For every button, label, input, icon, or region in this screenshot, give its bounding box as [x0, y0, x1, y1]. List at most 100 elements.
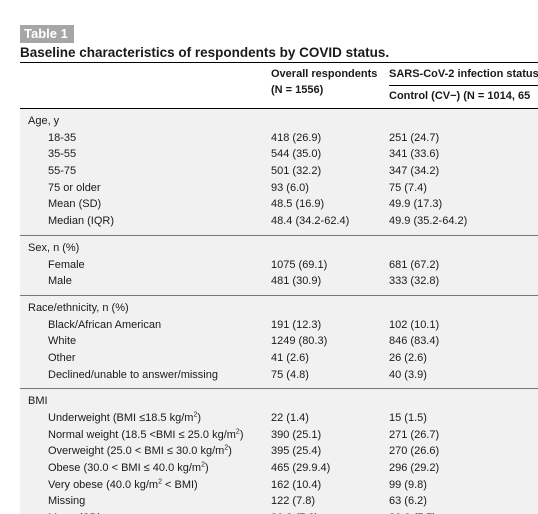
cell-control: 99 (9.8)	[389, 478, 427, 491]
cell-overall: 122 (7.8)	[271, 495, 316, 508]
row-label: 18-35	[48, 130, 76, 147]
row-label: Other	[48, 350, 76, 367]
row-label: Overweight (25.0 < BMI ≤ 30.0 kg/m2)	[48, 443, 232, 460]
table-caption: Baseline characteristics of respondents …	[20, 45, 538, 63]
cell-overall: 390 (25.1)	[271, 428, 322, 441]
section-title-row: Age, y	[20, 113, 538, 130]
table-row: Very obese (40.0 kg/m2 < BMI) 162 (10.4) 9…	[20, 477, 538, 494]
row-label-text: Other	[48, 351, 76, 364]
cell-control: 681 (67.2)	[389, 258, 440, 271]
cell-overall: 418 (26.9)	[271, 131, 322, 144]
cell-control: 30.0 (7.7)	[389, 510, 436, 514]
cell-control: 341 (33.6)	[389, 148, 440, 161]
cell-overall: 48.4 (34.2-62.4)	[271, 215, 350, 228]
table-row: Male 481 (30.9) 333 (32.8)	[20, 273, 538, 290]
section-title-row: Sex, n (%)	[20, 240, 538, 257]
cell-overall: 30.3 (7.8)	[271, 510, 318, 514]
row-label-text: 18-35	[48, 131, 77, 144]
header-infection-status: SARS-CoV-2 infection status	[389, 68, 538, 80]
row-label: Missing	[48, 493, 85, 510]
header-overall-line1: Overall respondents	[271, 68, 378, 80]
table-row: Normal weight (18.5 <BMI ≤ 25.0 kg/m2) 39…	[20, 427, 538, 444]
row-label-text: Mean (SD)	[48, 198, 102, 211]
table-row: Missing 122 (7.8) 63 (6.2)	[20, 493, 538, 510]
table-section: Sex, n (%) Female 1075 (69.1) 681 (67.2) Mal…	[20, 235, 538, 296]
table-row: Overweight (25.0 < BMI ≤ 30.0 kg/m2) 395 …	[20, 443, 538, 460]
table-row: Black/African American 191 (12.3) 102 (10.…	[20, 317, 538, 334]
section-title: Sex, n (%)	[28, 241, 80, 254]
table-header: Overall respondents (N = 1556) SARS-CoV-…	[20, 63, 538, 109]
section-title-row: BMI	[20, 393, 538, 410]
table-section: Age, y 18-35 418 (26.9) 251 (24.7) 35-55 544 …	[20, 109, 538, 236]
table-row: Female 1075 (69.1) 681 (67.2)	[20, 257, 538, 274]
row-label: Female	[48, 257, 85, 274]
table-row: Mean (SD) 48.5 (16.9) 49.9 (17.3)	[20, 196, 538, 213]
row-label: 55-75	[48, 163, 76, 180]
row-label-superscript: 2	[224, 444, 229, 452]
table-section: BMI Underweight (BMI ≤18.5 kg/m2) 22 (1.4)…	[20, 389, 538, 514]
cell-control: 102 (10.1)	[389, 318, 440, 331]
cell-control: 270 (26.6)	[389, 445, 440, 458]
cell-overall: 1075 (69.1)	[271, 258, 328, 271]
cell-control: 846 (83.4)	[389, 335, 440, 348]
cell-control: 271 (26.7)	[389, 428, 440, 441]
row-label-text: 55-75	[48, 165, 77, 178]
cell-control: 49.9 (17.3)	[389, 198, 443, 211]
row-label-text: Underweight (BMI ≤18.5 kg/m	[48, 412, 194, 424]
table-row: 35-55 544 (35.0) 341 (33.6)	[20, 146, 538, 163]
table-row: Other 41 (2.6) 26 (2.6)	[20, 350, 538, 367]
row-label-text: Median (IQR)	[48, 215, 115, 228]
table-body: Age, y 18-35 418 (26.9) 251 (24.7) 35-55 544 …	[20, 109, 538, 514]
cell-overall: 544 (35.0)	[271, 148, 322, 161]
row-label-text: Obese (30.0 < BMI ≤ 40.0 kg/m	[48, 462, 202, 475]
cell-overall: 93 (6.0)	[271, 181, 309, 194]
cell-control: 251 (24.7)	[389, 131, 440, 144]
row-label-suffix: < BMI)	[161, 478, 198, 491]
row-label: Male	[48, 273, 72, 290]
header-control: Control (CV−) (N = 1014, 65	[389, 85, 538, 104]
section-title-row: Race/ethnicity, n (%)	[20, 300, 538, 317]
row-label: Obese (30.0 < BMI ≤ 40.0 kg/m2)	[48, 460, 209, 477]
row-label: Normal weight (18.5 <BMI ≤ 25.0 kg/m2)	[48, 427, 244, 444]
row-label-suffix: )	[205, 462, 209, 475]
row-label-text: Mean (SD)	[48, 512, 101, 514]
cell-control: 49.9 (35.2-64.2)	[389, 215, 468, 228]
cell-overall: 162 (10.4)	[271, 478, 322, 491]
cell-overall: 501 (32.2)	[271, 165, 322, 178]
row-label-text: 35-55	[48, 148, 77, 161]
table-row: Declined/unable to answer/missing 75 (4.8…	[20, 367, 538, 384]
cell-control: 26 (2.6)	[389, 351, 427, 364]
table-row: 75 or older 93 (6.0) 75 (7.4)	[20, 180, 538, 197]
row-label: Black/African American	[48, 317, 161, 334]
cell-overall: 191 (12.3)	[271, 318, 322, 331]
row-label: White	[48, 333, 76, 350]
row-label: Very obese (40.0 kg/m2 < BMI)	[48, 477, 198, 494]
cell-overall: 41 (2.6)	[271, 351, 309, 364]
section-title: Race/ethnicity, n (%)	[28, 301, 129, 314]
table-row: 55-75 501 (32.2) 347 (34.2)	[20, 163, 538, 180]
row-label-text: Male	[48, 275, 72, 288]
cell-overall: 75 (4.8)	[271, 368, 309, 381]
header-overall-line2: (N = 1556)	[271, 84, 324, 96]
row-label: Underweight (BMI ≤18.5 kg/m2)	[48, 410, 201, 427]
cell-control: 15 (1.5)	[389, 412, 427, 424]
row-label-text: White	[48, 335, 77, 348]
row-label-suffix: )	[197, 412, 202, 424]
row-label-text: Female	[48, 258, 85, 271]
row-label: Mean (SD)	[48, 196, 101, 213]
table-container: Table 1 Baseline characteristics of resp…	[20, 25, 538, 514]
row-label: Declined/unable to answer/missing	[48, 367, 218, 384]
section-title: Age, y	[28, 115, 60, 127]
cell-control: 333 (32.8)	[389, 275, 440, 288]
row-label-text: Very obese (40.0 kg/m	[48, 478, 159, 491]
row-label-superscript: 2	[235, 428, 240, 436]
row-label-text: Overweight (25.0 < BMI ≤ 30.0 kg/m	[48, 445, 225, 458]
row-label-superscript: 2	[158, 478, 162, 486]
table-row: Obese (30.0 < BMI ≤ 40.0 kg/m2) 465 (29.9…	[20, 460, 538, 477]
row-label: 75 or older	[48, 180, 101, 197]
row-label-text: Normal weight (18.5 <BMI ≤ 25.0 kg/m	[48, 428, 236, 441]
row-label-superscript: 2	[193, 411, 198, 419]
table-row: White 1249 (80.3) 846 (83.4)	[20, 333, 538, 350]
cell-control: 75 (7.4)	[389, 181, 427, 194]
row-label: Mean (SD)	[48, 510, 101, 514]
